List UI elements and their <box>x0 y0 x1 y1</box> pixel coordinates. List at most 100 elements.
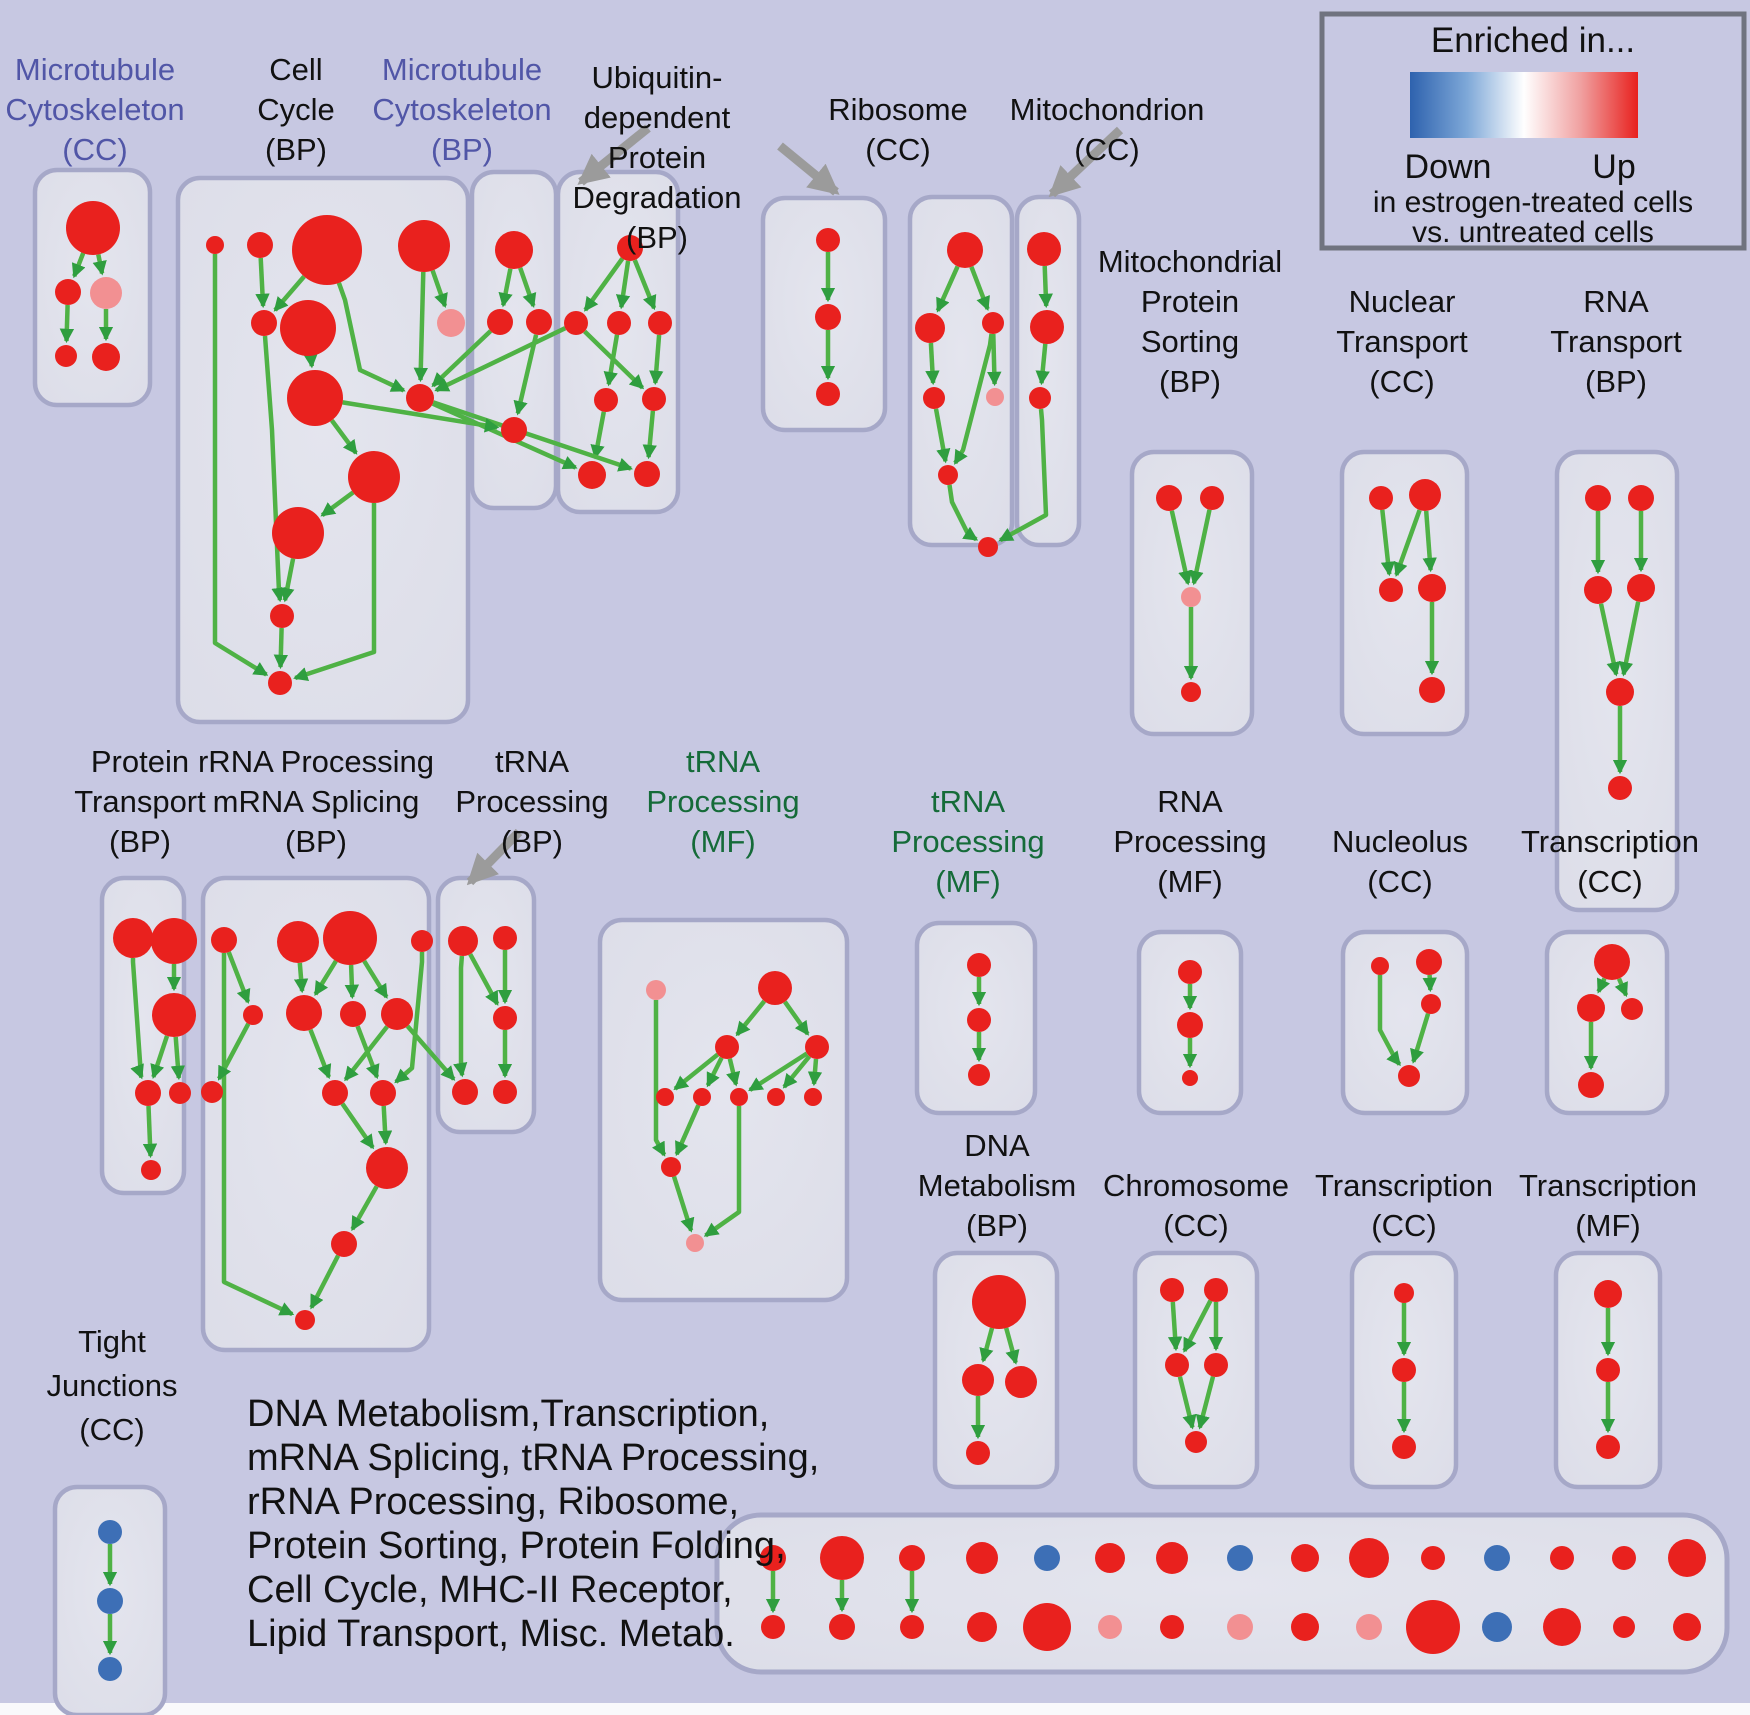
node-rb-m2 <box>982 312 1004 334</box>
node-cc-r2b <box>280 300 336 356</box>
edge-mb-m2-b1 <box>513 334 539 416</box>
node-tmb-b5 <box>804 1088 822 1106</box>
node-pt-Bb <box>151 918 197 964</box>
cluster-box-dm <box>932 1250 1060 1490</box>
summary-text-line0: DNA Metabolism,Transcription, <box>247 1393 769 1435</box>
edge-rr-r3a-M <box>340 1102 375 1150</box>
cluster-label-rr-line1: mRNA Splicing <box>213 784 420 819</box>
cluster-label-rt-line0: RNA <box>1583 284 1649 319</box>
node-tc2-B <box>1578 1072 1604 1098</box>
cluster-label-dm-line2: (BP) <box>966 1208 1028 1243</box>
cluster-label-ch-line1: (CC) <box>1163 1208 1228 1243</box>
node-nt-TR <box>1409 479 1441 511</box>
edge-ul-r3a-b1 <box>590 411 607 460</box>
summary-node-top-7 <box>1227 1545 1253 1571</box>
edge-rr-r2b-r3a <box>308 1028 332 1080</box>
summary-text-line4: Cell Cycle, MHC-II Receptor, <box>247 1569 733 1611</box>
cluster-label-cc-line0: Cell <box>269 52 322 87</box>
node-cc-sm1 <box>206 236 224 254</box>
label-pointer-arrow-2 <box>1048 126 1124 198</box>
edge-tmb-ML-b2 <box>705 1056 724 1088</box>
edge-tmb-MR-b5 <box>807 1058 823 1087</box>
label-pointer-arrow-0 <box>577 124 651 186</box>
node-nc-MR <box>1421 994 1441 1014</box>
edge-cc-bigB-pink1 <box>430 269 448 309</box>
edge-tmb-MR-b4 <box>782 1054 812 1089</box>
node-tmb-ML <box>715 1035 739 1059</box>
edge-rr-r2a-r3L <box>217 1022 251 1081</box>
node-rb-m1 <box>915 313 945 343</box>
node-ul-r3b <box>642 387 666 411</box>
node-ur-B <box>816 382 840 406</box>
summary-node-top-11 <box>1484 1545 1510 1571</box>
summary-node-bottom-8 <box>1291 1613 1319 1641</box>
cluster-box-nc <box>1340 929 1470 1116</box>
cluster-label-ch-line0: Chromosome <box>1103 1168 1289 1203</box>
node-ul-r2c <box>648 311 672 335</box>
summary-node-top-4 <box>1034 1545 1060 1571</box>
summary-node-bottom-9 <box>1356 1614 1382 1640</box>
node-tms-B <box>968 1064 990 1086</box>
cluster-label-rp-line1: Processing <box>1113 824 1266 859</box>
edge-mc_cc-A-C <box>92 254 107 276</box>
legend-gradient-bar <box>1410 72 1638 138</box>
node-tmf-T <box>1594 1280 1622 1308</box>
edge-rb-T-m2 <box>969 265 990 312</box>
node-tmf-M <box>1596 1358 1620 1382</box>
node-rr-r2d <box>381 998 413 1030</box>
cluster-label-nc-line1: (CC) <box>1367 864 1432 899</box>
cross-edge-ul.r2a-cc.hub <box>434 326 567 393</box>
edge-tb-T1-B1 <box>453 955 468 1078</box>
node-pt-D <box>135 1080 161 1106</box>
node-tb-M1 <box>493 1006 517 1030</box>
edge-cc-bigB-hub <box>413 271 429 383</box>
node-tmb-cv <box>661 1157 681 1177</box>
node-rr-B <box>295 1310 315 1330</box>
node-rb-B <box>978 537 998 557</box>
cluster-box-nt <box>1339 449 1470 737</box>
edge-pt-A-D <box>130 958 144 1080</box>
edge-ch-M2-B <box>1195 1376 1216 1430</box>
summary-text-line2: rRNA Processing, Ribosome, <box>247 1481 739 1523</box>
cluster-label-tms-line0: tRNA <box>931 784 1005 819</box>
node-rt-B <box>1608 776 1632 800</box>
node-rr-T3 <box>323 911 377 965</box>
edge-cc-bigC-bigD <box>329 419 358 455</box>
node-cc-r2s <box>251 310 277 336</box>
cluster-label-mb-line2: (BP) <box>431 132 493 167</box>
cluster-box-cc <box>175 175 471 725</box>
cluster-label-mc_cc-line0: Microtubule <box>15 52 175 87</box>
summary-node-top-8 <box>1291 1544 1319 1572</box>
node-mc_cc-C <box>90 277 122 309</box>
node-pt-E <box>169 1082 191 1104</box>
legend-down-label: Down <box>1405 148 1492 186</box>
node-rb-T <box>947 232 983 268</box>
edge-rr-T1-B <box>221 953 295 1317</box>
cluster-label-nt-line0: Nuclear <box>1349 284 1456 319</box>
summary-node-top-5 <box>1095 1543 1125 1573</box>
cluster-box-tc2 <box>1544 929 1670 1116</box>
edge-cc-r2s-sm3 <box>262 335 286 603</box>
edge-tmb-T-ML <box>735 999 767 1037</box>
edge-mc_cc-A-B <box>71 252 86 279</box>
node-mps-TL <box>1156 485 1182 511</box>
edge-rr-T1-r2a <box>226 951 251 1004</box>
cluster-label-tb-line2: (BP) <box>501 824 563 859</box>
cluster-label-tc2-line0: Transcription <box>1521 824 1699 859</box>
cluster-label-mt-line0: Mitochondrion <box>1010 92 1205 127</box>
label-pointer-arrow-1 <box>777 142 840 196</box>
edge-pt-C-E <box>170 1036 186 1081</box>
cluster-label-pt-line0: Protein <box>91 744 189 779</box>
cluster-label-ul-line1: dependent <box>584 100 731 135</box>
node-rt-TL <box>1585 485 1611 511</box>
summary-node-bottom-5 <box>1098 1615 1122 1639</box>
cluster-label-dm-line1: Metabolism <box>918 1168 1077 1203</box>
edge-ch-T1-M1 <box>1167 1301 1183 1352</box>
summary-node-bottom-6 <box>1160 1615 1184 1639</box>
edge-tmb-cv-pB <box>671 1175 695 1233</box>
node-cc-bigA <box>292 215 362 285</box>
cluster-label-ul-line3: Degradation <box>573 180 742 215</box>
edge-cc-bigA-r2s <box>273 275 306 312</box>
summary-node-top-13 <box>1612 1546 1636 1570</box>
